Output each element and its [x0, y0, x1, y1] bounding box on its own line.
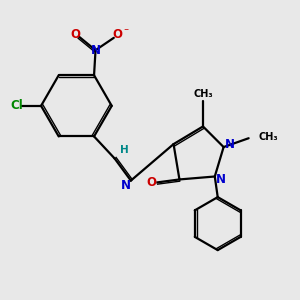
Text: N: N	[91, 44, 100, 57]
Text: N: N	[216, 173, 226, 186]
Text: Cl: Cl	[10, 99, 23, 112]
Text: CH₃: CH₃	[193, 89, 213, 99]
Text: O: O	[112, 28, 122, 41]
Text: O: O	[146, 176, 156, 189]
Text: N: N	[121, 179, 130, 192]
Text: CH₃: CH₃	[258, 132, 278, 142]
Text: H: H	[120, 145, 128, 155]
Text: ⁻: ⁻	[124, 27, 129, 37]
Text: O: O	[71, 28, 81, 40]
Text: N: N	[225, 138, 235, 151]
